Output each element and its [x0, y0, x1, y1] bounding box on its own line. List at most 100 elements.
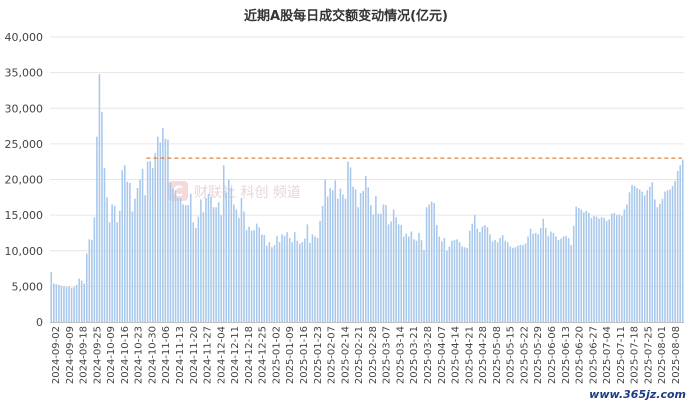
- x-tick-label: 2025-07-18: [630, 326, 641, 384]
- bar: [390, 221, 392, 322]
- bar: [106, 197, 108, 322]
- bar: [50, 272, 53, 323]
- x-tick-label: 2025-01-16: [299, 326, 310, 384]
- x-tick-label: 2025-04-14: [451, 326, 462, 384]
- bar: [372, 214, 375, 322]
- bar: [184, 205, 187, 322]
- bar: [400, 225, 403, 322]
- bar: [519, 245, 522, 322]
- bar: [342, 194, 344, 322]
- bar: [651, 182, 654, 322]
- bar: [134, 198, 136, 322]
- bar: [108, 222, 111, 322]
- bar: [415, 240, 418, 322]
- bar: [202, 212, 205, 322]
- bar: [139, 179, 141, 322]
- x-tick-label: 2025-01-23: [313, 326, 324, 384]
- bar: [276, 235, 278, 322]
- bar: [555, 236, 557, 322]
- bar: [248, 226, 250, 322]
- bar: [260, 234, 263, 322]
- bar: [164, 138, 167, 322]
- bar: [359, 193, 362, 322]
- bar: [304, 238, 306, 322]
- x-tick-label: 2024-12-11: [230, 326, 241, 384]
- bar: [468, 230, 471, 322]
- x-tick-label: 2024-11-06: [161, 326, 172, 384]
- bar: [283, 235, 286, 322]
- bar: [489, 234, 491, 322]
- watermark-text: 财联社 科创 频道: [194, 185, 301, 201]
- x-tick-label: 2024-12-18: [244, 326, 255, 384]
- bar: [286, 232, 288, 322]
- bar: [506, 242, 509, 322]
- bar: [187, 205, 189, 322]
- x-tick-label: 2024-11-20: [189, 326, 200, 384]
- bar: [626, 204, 628, 322]
- bar: [334, 180, 337, 322]
- y-tick-label: 20,000: [5, 174, 44, 187]
- bar: [423, 250, 425, 322]
- bar: [494, 240, 496, 322]
- bar: [182, 204, 184, 322]
- bar: [643, 195, 646, 322]
- watermark-logo-glyph: C: [173, 184, 183, 200]
- bar: [522, 245, 524, 322]
- bar: [382, 204, 385, 322]
- x-tick-label: 2025-07-11: [616, 326, 627, 384]
- bar: [621, 215, 623, 322]
- y-tick-label: 0: [36, 316, 43, 329]
- bar: [273, 245, 276, 322]
- bar: [605, 220, 608, 322]
- bar: [405, 233, 408, 322]
- bar: [428, 204, 430, 322]
- bar: [205, 198, 207, 322]
- x-axis-tick-labels: 2024-09-02 2024-09-09 2024-09-18 2024-09-25…: [51, 326, 682, 384]
- bar: [557, 240, 560, 322]
- bar: [68, 286, 70, 323]
- bar: [98, 74, 101, 322]
- bar: [628, 192, 631, 322]
- bar: [565, 235, 567, 322]
- bar: [96, 136, 98, 322]
- bar: [141, 168, 144, 322]
- x-tick-label: 2025-06-27: [588, 326, 599, 384]
- bar: [413, 239, 415, 322]
- x-tick-label: 2025-08-01: [657, 326, 668, 384]
- bar: [296, 240, 299, 322]
- bar: [352, 186, 354, 323]
- x-tick-label: 2025-02-14: [340, 326, 351, 384]
- bar: [83, 283, 86, 322]
- bar: [463, 247, 466, 322]
- bar: [230, 188, 233, 322]
- bar: [370, 205, 372, 322]
- x-tick-label: 2025-07-04: [602, 326, 613, 384]
- bar: [385, 205, 387, 322]
- bar: [75, 284, 78, 322]
- y-tick-label: 5,000: [12, 280, 44, 293]
- bar: [418, 232, 420, 322]
- bar: [509, 246, 512, 322]
- bar: [679, 165, 681, 322]
- bar: [623, 209, 626, 322]
- bar: [641, 191, 643, 322]
- x-tick-label: 2025-04-21: [464, 326, 475, 384]
- x-tick-label: 2025-03-21: [409, 326, 420, 384]
- bar: [479, 232, 481, 322]
- bar: [228, 179, 230, 322]
- x-tick-label: 2025-01-02: [271, 326, 282, 384]
- bar: [542, 218, 545, 322]
- x-tick-label: 2025-05-08: [492, 326, 503, 384]
- bar: [253, 230, 255, 322]
- bar: [63, 286, 65, 323]
- bar: [654, 199, 656, 322]
- y-tick-label: 25,000: [5, 138, 44, 151]
- bar: [263, 235, 266, 322]
- bar: [583, 212, 585, 322]
- bar: [131, 211, 134, 322]
- x-tick-label: 2024-10-23: [134, 326, 145, 384]
- bar: [129, 183, 131, 322]
- bar: [309, 242, 311, 322]
- bar: [222, 165, 225, 322]
- x-tick-label: 2024-10-30: [147, 326, 158, 384]
